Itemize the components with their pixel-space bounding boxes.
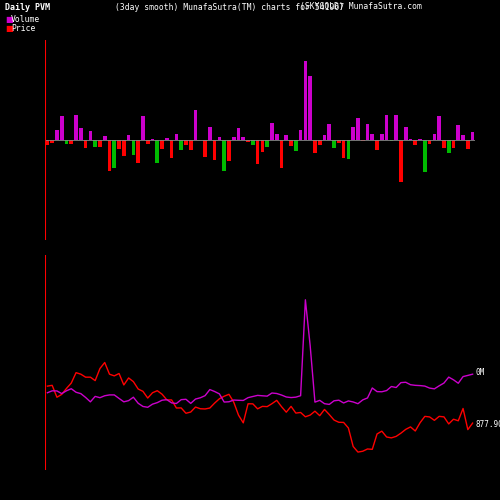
Bar <box>218 136 221 140</box>
Bar <box>236 128 240 140</box>
Bar <box>260 140 264 151</box>
Bar <box>432 134 436 140</box>
Bar <box>370 134 374 140</box>
Bar <box>132 140 135 154</box>
Bar <box>361 140 364 141</box>
Bar <box>376 140 379 150</box>
Text: Daily PVM: Daily PVM <box>5 2 50 12</box>
Text: (3day smooth) MunafaSutra(TM) charts for 541967: (3day smooth) MunafaSutra(TM) charts for… <box>115 2 344 12</box>
Bar <box>438 116 441 140</box>
Bar <box>256 140 260 164</box>
Bar <box>423 140 426 172</box>
Bar <box>356 118 360 140</box>
Bar <box>156 140 159 163</box>
Text: ■: ■ <box>5 24 13 33</box>
Text: Price: Price <box>11 24 36 33</box>
Bar <box>194 110 198 140</box>
Bar <box>408 138 412 140</box>
Bar <box>270 123 274 140</box>
Bar <box>204 140 207 157</box>
Bar <box>466 140 469 148</box>
Bar <box>284 135 288 140</box>
Bar <box>394 115 398 140</box>
Bar <box>50 140 54 143</box>
Bar <box>452 140 456 148</box>
Bar <box>275 134 278 140</box>
Bar <box>299 130 302 140</box>
Bar <box>366 124 370 140</box>
Bar <box>418 138 422 140</box>
Text: 0M: 0M <box>476 368 485 377</box>
Bar <box>213 140 216 160</box>
Bar <box>328 124 331 140</box>
Bar <box>280 140 283 168</box>
Bar <box>251 140 254 145</box>
Bar <box>94 140 97 147</box>
Bar <box>127 135 130 140</box>
Bar <box>55 130 58 140</box>
Bar <box>64 140 68 144</box>
Bar <box>74 114 78 140</box>
Bar <box>414 140 417 145</box>
Bar <box>170 140 173 158</box>
Bar <box>399 140 402 182</box>
Bar <box>112 140 116 168</box>
Bar <box>290 140 293 146</box>
Bar <box>141 116 144 140</box>
Bar <box>242 137 245 140</box>
Bar <box>428 140 432 143</box>
Bar <box>60 116 64 140</box>
Bar <box>304 62 307 140</box>
Bar <box>103 136 106 140</box>
Bar <box>98 140 102 147</box>
Bar <box>189 140 192 149</box>
Bar <box>318 140 322 145</box>
Bar <box>266 140 269 147</box>
Bar <box>160 140 164 148</box>
Bar <box>108 140 112 170</box>
Bar <box>232 137 235 140</box>
Bar <box>70 140 73 144</box>
Bar <box>84 140 87 147</box>
Bar <box>346 140 350 159</box>
Text: 877.90: 877.90 <box>476 420 500 430</box>
Bar <box>342 140 345 158</box>
Bar <box>88 132 92 140</box>
Bar <box>208 127 212 140</box>
Bar <box>246 140 250 142</box>
Bar <box>136 140 140 162</box>
Text: (SKYGOLD) MunafaSutra.com: (SKYGOLD) MunafaSutra.com <box>300 2 422 12</box>
Bar <box>404 127 407 140</box>
Bar <box>294 140 298 151</box>
Bar <box>456 126 460 140</box>
Bar <box>165 138 168 140</box>
Text: Volume: Volume <box>11 15 40 24</box>
Bar <box>308 76 312 140</box>
Bar <box>180 140 183 149</box>
Bar <box>471 132 474 140</box>
Bar <box>118 140 121 149</box>
Bar <box>322 134 326 140</box>
Bar <box>146 140 150 143</box>
Bar <box>184 140 188 144</box>
Bar <box>447 140 450 153</box>
Bar <box>150 139 154 140</box>
Bar <box>46 140 49 145</box>
Bar <box>385 116 388 140</box>
Bar <box>313 140 316 153</box>
Bar <box>337 140 340 143</box>
Bar <box>332 140 336 147</box>
Text: ■: ■ <box>5 15 13 24</box>
Bar <box>352 127 355 140</box>
Bar <box>227 140 230 162</box>
Bar <box>79 128 82 140</box>
Bar <box>174 134 178 140</box>
Bar <box>222 140 226 172</box>
Bar <box>462 134 465 140</box>
Bar <box>380 134 384 140</box>
Bar <box>122 140 126 156</box>
Bar <box>442 140 446 148</box>
